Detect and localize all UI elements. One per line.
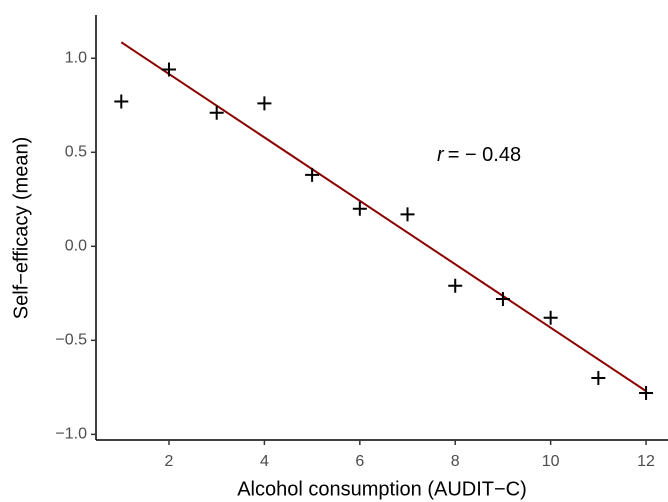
x-tick-label: 12 [637, 453, 655, 470]
x-tick-label: 10 [542, 453, 560, 470]
data-point [591, 370, 606, 385]
y-axis-title: Self−efficacy (mean) [10, 137, 32, 320]
annotation-variable: r [437, 144, 445, 166]
data-point [209, 105, 224, 120]
y-tick-label: 1.0 [65, 49, 87, 66]
annotation: r = − 0.48 [437, 144, 521, 166]
y-tick-label: −0.5 [55, 332, 87, 349]
x-tick-label: 4 [260, 453, 269, 470]
data-point [400, 207, 415, 222]
data-point [257, 96, 272, 111]
x-tick-label: 2 [165, 453, 174, 470]
y-tick-label: −1.0 [55, 426, 87, 443]
data-point [114, 94, 129, 109]
x-tick-label: 8 [451, 453, 460, 470]
data-point [161, 62, 176, 77]
annotation-value: = − 0.48 [448, 144, 521, 166]
data-point [639, 385, 654, 400]
data-point [543, 310, 558, 325]
x-tick-label: 6 [355, 453, 364, 470]
y-tick-label: 0.5 [65, 143, 87, 160]
y-tick-label: 0.0 [65, 238, 87, 255]
data-point [448, 278, 463, 293]
x-axis-title: Alcohol consumption (AUDIT−C) [237, 478, 527, 500]
data-point [305, 167, 320, 182]
trend-line [120, 41, 647, 392]
data-point [495, 291, 510, 306]
data-point [352, 201, 367, 216]
